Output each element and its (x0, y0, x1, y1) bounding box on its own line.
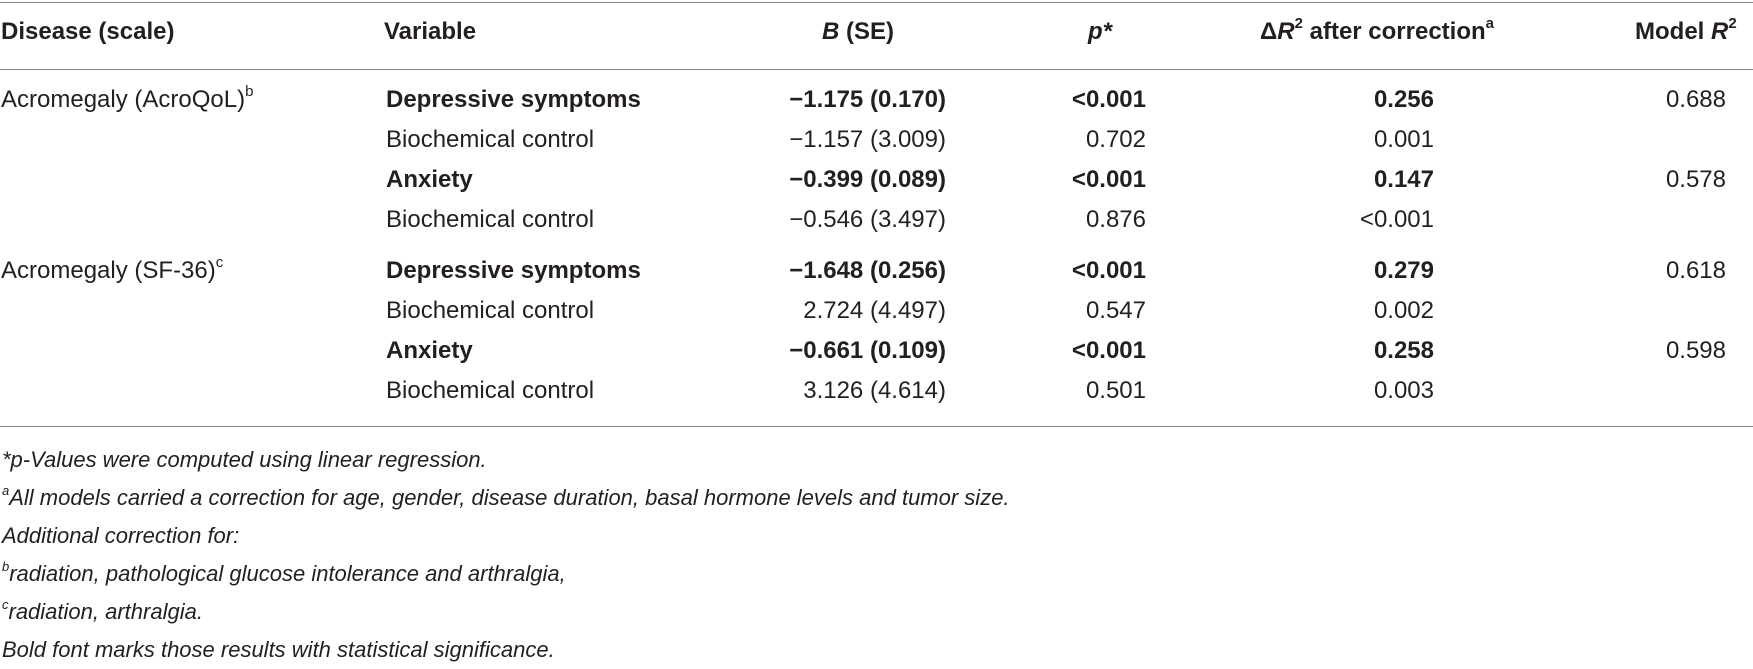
header-delta-symbol: Δ (1260, 18, 1278, 45)
cell-b-se: −1.175 (0.170) (789, 86, 946, 113)
cell-p-value: <0.001 (1071, 166, 1146, 193)
table-header-rule (0, 69, 1753, 70)
footnote-text: radiation, pathological glucose intolera… (9, 561, 566, 586)
cell-p-value: 0.876 (1085, 206, 1146, 233)
cell-model-r2: 0.688 (1665, 86, 1726, 113)
cell-b-se: −1.157 (3.009) (789, 126, 946, 153)
cell-p-value: <0.001 (1071, 257, 1146, 284)
cell-b-se: 2.724 (4.497) (803, 297, 946, 324)
footnote-mark: a (2, 482, 10, 498)
cell-p-value: 0.702 (1085, 126, 1146, 153)
cell-p-value: <0.001 (1071, 86, 1146, 113)
header-delta-r2-label: after correction (1302, 18, 1486, 45)
table-row: Biochemical control −0.546 (3.497) 0.876… (0, 200, 1753, 240)
cell-variable: Depressive symptoms (386, 86, 641, 113)
footnote-mark: c (2, 596, 9, 612)
footnote-text: Bold font marks those results with stati… (2, 637, 555, 662)
cell-b-se: 3.126 (4.614) (803, 377, 946, 404)
cell-delta-r2: 0.001 (1373, 126, 1434, 153)
footnote-text: All models carried a correction for age,… (9, 485, 1010, 510)
header-delta-r-symbol: R (1277, 18, 1295, 45)
cell-model-r2: 0.578 (1665, 166, 1726, 193)
table-row: Biochemical control 2.724 (4.497) 0.547 … (0, 291, 1753, 331)
header-model-r-symbol: R (1711, 18, 1729, 45)
table-top-rule (0, 2, 1753, 3)
footnote-additional-correction: Additional correction for: (2, 517, 1742, 555)
table-footnotes: *p-Values were computed using linear reg… (2, 441, 1742, 669)
cell-disease: Acromegaly (SF-36)c (1, 251, 223, 291)
cell-b-se: −0.546 (3.497) (789, 206, 946, 233)
cell-variable: Anxiety (386, 166, 473, 193)
header-disease-scale: Disease (scale) (1, 18, 175, 45)
footnote-text: Additional correction for: (2, 523, 240, 548)
cell-p-value: <0.001 (1071, 337, 1146, 364)
cell-model-r2: 0.598 (1665, 337, 1726, 364)
cell-p-value: 0.501 (1085, 377, 1146, 404)
header-delta-r2: ΔR2 after correctiona (1260, 13, 1494, 51)
header-delta-r2-footnote-mark: a (1485, 15, 1494, 32)
table-header-row: Disease (scale) Variable B (SE) p* ΔR2 a… (0, 13, 1753, 51)
cell-delta-r2: 0.279 (1373, 257, 1434, 284)
header-p-value: p* (1088, 13, 1112, 51)
footnote-bold-significance: Bold font marks those results with stati… (2, 631, 1742, 669)
header-variable: Variable (384, 18, 477, 45)
header-model-r2: Model R2 (1635, 13, 1737, 51)
cell-delta-r2: 0.256 (1373, 86, 1434, 113)
cell-delta-r2: 0.258 (1373, 337, 1434, 364)
footnote-p-values: *p-Values were computed using linear reg… (2, 441, 1742, 479)
cell-delta-r2: 0.003 (1373, 377, 1434, 404)
footnote-mark: b (2, 558, 10, 574)
cell-disease-footnote-mark: c (215, 254, 224, 271)
cell-disease-name: Acromegaly (SF-36) (1, 257, 216, 284)
cell-variable: Biochemical control (386, 126, 595, 153)
table-row: Biochemical control −1.157 (3.009) 0.702… (0, 120, 1753, 160)
table-row: Anxiety −0.661 (0.109) <0.001 0.258 0.59… (0, 331, 1753, 371)
header-b-se: B (SE) (822, 13, 894, 51)
cell-b-se: −0.399 (0.089) (789, 166, 946, 193)
table-row: Acromegaly (AcroQoL)b Depressive symptom… (0, 80, 1753, 120)
cell-delta-r2: <0.001 (1359, 206, 1434, 233)
cell-disease-name: Acromegaly (AcroQoL) (1, 86, 246, 113)
footnote-a: aAll models carried a correction for age… (2, 479, 1742, 517)
footnote-text: radiation, arthralgia. (8, 599, 203, 624)
cell-variable: Anxiety (386, 337, 473, 364)
table-row: Anxiety −0.399 (0.089) <0.001 0.147 0.57… (0, 160, 1753, 200)
cell-variable: Biochemical control (386, 297, 595, 324)
cell-delta-r2: 0.147 (1373, 166, 1434, 193)
cell-model-r2: 0.618 (1665, 257, 1726, 284)
cell-disease-footnote-mark: b (245, 83, 254, 100)
cell-variable: Biochemical control (386, 377, 595, 404)
header-delta-r-exponent: 2 (1294, 15, 1303, 32)
footnote-b: bradiation, pathological glucose intoler… (2, 555, 1742, 593)
cell-variable: Biochemical control (386, 206, 595, 233)
table-row: Biochemical control 3.126 (4.614) 0.501 … (0, 371, 1753, 411)
header-p-label: p* (1088, 18, 1112, 45)
footnote-c: cradiation, arthralgia. (2, 593, 1742, 631)
header-model-r-exponent: 2 (1728, 15, 1737, 32)
footnote-text: *p-Values were computed using linear reg… (2, 447, 487, 472)
cell-b-se: −1.648 (0.256) (789, 257, 946, 284)
table-bottom-rule (0, 426, 1753, 427)
header-model-label: Model (1635, 18, 1711, 45)
cell-delta-r2: 0.002 (1373, 297, 1434, 324)
header-b-se-label: (SE) (839, 18, 895, 45)
cell-disease: Acromegaly (AcroQoL)b (1, 80, 253, 120)
cell-variable: Depressive symptoms (386, 257, 641, 284)
cell-p-value: 0.547 (1085, 297, 1146, 324)
header-b-symbol: B (822, 18, 840, 45)
cell-b-se: −0.661 (0.109) (789, 337, 946, 364)
table-row: Acromegaly (SF-36)c Depressive symptoms … (0, 251, 1753, 291)
